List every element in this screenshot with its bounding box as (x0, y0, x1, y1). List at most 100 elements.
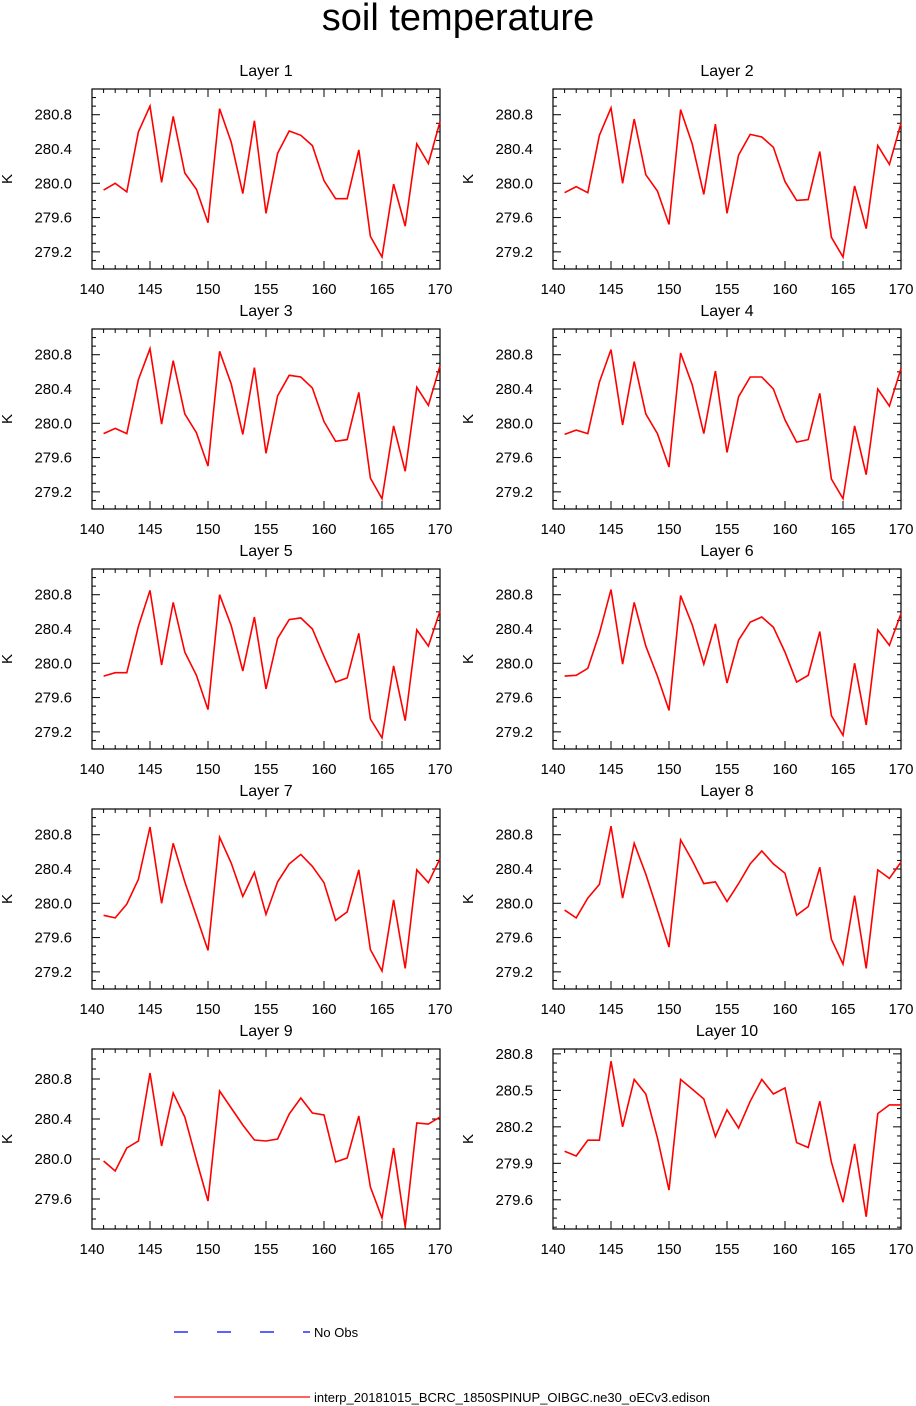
x-tick-label: 165 (830, 521, 855, 538)
y-tick-label: 279.6 (495, 690, 533, 707)
x-tick-label: 170 (427, 521, 452, 538)
y-axis-label: K (460, 654, 477, 664)
y-tick-label: 280.4 (34, 861, 72, 878)
x-tick-label: 145 (598, 1001, 623, 1018)
panel-title: Layer 4 (700, 303, 753, 320)
x-tick-label: 150 (656, 521, 681, 538)
panel-layer-9: Layer 9 140 145 150 155 160 165 170 279.6 280.0 28… (0, 1023, 453, 1258)
x-tick-label: 150 (195, 521, 220, 538)
series-line (103, 345, 441, 502)
series-line (103, 1072, 441, 1228)
y-tick-label: 280.0 (34, 175, 72, 192)
y-axis-label: K (0, 1134, 16, 1144)
x-tick-label: 165 (369, 1001, 394, 1018)
y-axis-label: K (0, 894, 16, 904)
panel-title: Layer 5 (239, 543, 292, 560)
y-tick-label: 279.6 (495, 930, 533, 947)
x-tick-label: 145 (137, 521, 162, 538)
y-tick-label: 280.4 (495, 621, 533, 638)
x-tick-label: 165 (830, 281, 855, 298)
panel-layer-10: Layer 10 140 145 150 155 160 165 170 279.6 279.9 2… (460, 1023, 914, 1258)
y-tick-label: 280.8 (34, 827, 72, 844)
y-tick-label: 280.8 (495, 347, 533, 364)
y-tick-label: 279.2 (495, 724, 533, 741)
legend: No Obs interp_20181015_BCRC_1850SPINUP_O… (174, 1325, 710, 1405)
y-tick-label: 280.0 (34, 655, 72, 672)
y-tick-label: 280.0 (495, 895, 533, 912)
x-tick-label: 140 (79, 761, 104, 778)
x-tick-label: 145 (137, 761, 162, 778)
y-tick-label: 280.4 (495, 861, 533, 878)
plot-frame (91, 88, 441, 270)
x-tick-label: 165 (369, 281, 394, 298)
y-tick-label: 279.2 (34, 244, 72, 261)
x-tick-label: 145 (598, 521, 623, 538)
x-tick-label: 160 (772, 761, 797, 778)
y-tick-label: 279.2 (34, 964, 72, 981)
x-tick-label: 145 (598, 281, 623, 298)
x-tick-label: 150 (195, 1241, 220, 1258)
y-tick-label: 280.0 (495, 415, 533, 432)
y-axis-label: K (0, 654, 16, 664)
x-tick-label: 140 (540, 1241, 565, 1258)
x-tick-label: 170 (427, 1241, 452, 1258)
x-tick-label: 150 (195, 281, 220, 298)
x-tick-label: 165 (830, 1001, 855, 1018)
plot-frame (91, 568, 441, 750)
y-tick-label: 280.4 (34, 621, 72, 638)
x-tick-label: 165 (369, 1241, 394, 1258)
x-tick-label: 160 (772, 1001, 797, 1018)
y-tick-label: 280.8 (34, 587, 72, 604)
panel-title: Layer 10 (696, 1023, 758, 1040)
x-tick-label: 140 (79, 281, 104, 298)
series-line (564, 1061, 901, 1217)
x-tick-label: 150 (656, 761, 681, 778)
panels-grid: Layer 1 140 145 150 155 160 165 170 279.2 279.6 28… (0, 63, 914, 1258)
panel-layer-5: Layer 5 140 145 150 155 160 165 170 279.2 279.6 28… (0, 543, 453, 778)
x-tick-label: 155 (253, 761, 278, 778)
y-tick-label: 280.2 (495, 1119, 533, 1136)
x-tick-label: 165 (369, 761, 394, 778)
y-tick-label: 280.4 (34, 381, 72, 398)
panel-title: Layer 9 (239, 1023, 292, 1040)
panel-layer-6: Layer 6 140 145 150 155 160 165 170 279.2 279.6 28… (460, 543, 914, 778)
x-tick-label: 165 (830, 761, 855, 778)
x-tick-label: 140 (540, 1001, 565, 1018)
y-tick-label: 279.6 (495, 1192, 533, 1209)
x-tick-label: 150 (656, 281, 681, 298)
y-tick-label: 279.6 (495, 450, 533, 467)
y-tick-label: 280.8 (34, 107, 72, 124)
y-tick-label: 279.2 (495, 484, 533, 501)
y-tick-label: 280.4 (495, 141, 533, 158)
plot-frame (552, 88, 902, 270)
x-tick-label: 140 (79, 521, 104, 538)
y-tick-label: 280.8 (34, 1071, 72, 1088)
panel-layer-4: Layer 4 140 145 150 155 160 165 170 279.2 279.6 28… (460, 303, 914, 538)
x-tick-label: 160 (311, 281, 336, 298)
x-tick-label: 170 (427, 281, 452, 298)
plot-frame (552, 808, 902, 990)
series-line (103, 103, 441, 260)
x-tick-label: 170 (888, 1001, 913, 1018)
y-tick-label: 280.4 (34, 1111, 72, 1128)
y-tick-label: 280.4 (495, 381, 533, 398)
y-tick-label: 279.6 (495, 210, 533, 227)
x-tick-label: 160 (772, 1241, 797, 1258)
x-tick-label: 160 (311, 521, 336, 538)
y-tick-label: 279.9 (495, 1155, 533, 1172)
series-line (564, 825, 902, 969)
panel-layer-7: Layer 7 140 145 150 155 160 165 170 279.2 279.6 28… (0, 783, 453, 1018)
panel-title: Layer 6 (700, 543, 753, 560)
x-tick-label: 170 (427, 761, 452, 778)
x-tick-label: 170 (888, 761, 913, 778)
y-axis-label: K (460, 1134, 477, 1144)
x-tick-label: 140 (79, 1241, 104, 1258)
y-tick-label: 280.8 (495, 107, 533, 124)
x-tick-label: 170 (888, 281, 913, 298)
panel-layer-3: Layer 3 140 145 150 155 160 165 170 279.2 279.6 28… (0, 303, 453, 538)
plot-frame (552, 1048, 902, 1230)
y-tick-label: 280.0 (34, 415, 72, 432)
y-tick-label: 280.8 (495, 587, 533, 604)
panel-layer-2: Layer 2 140 145 150 155 160 165 170 279.2 279.6 28… (460, 63, 914, 298)
y-axis-label: K (460, 414, 477, 424)
